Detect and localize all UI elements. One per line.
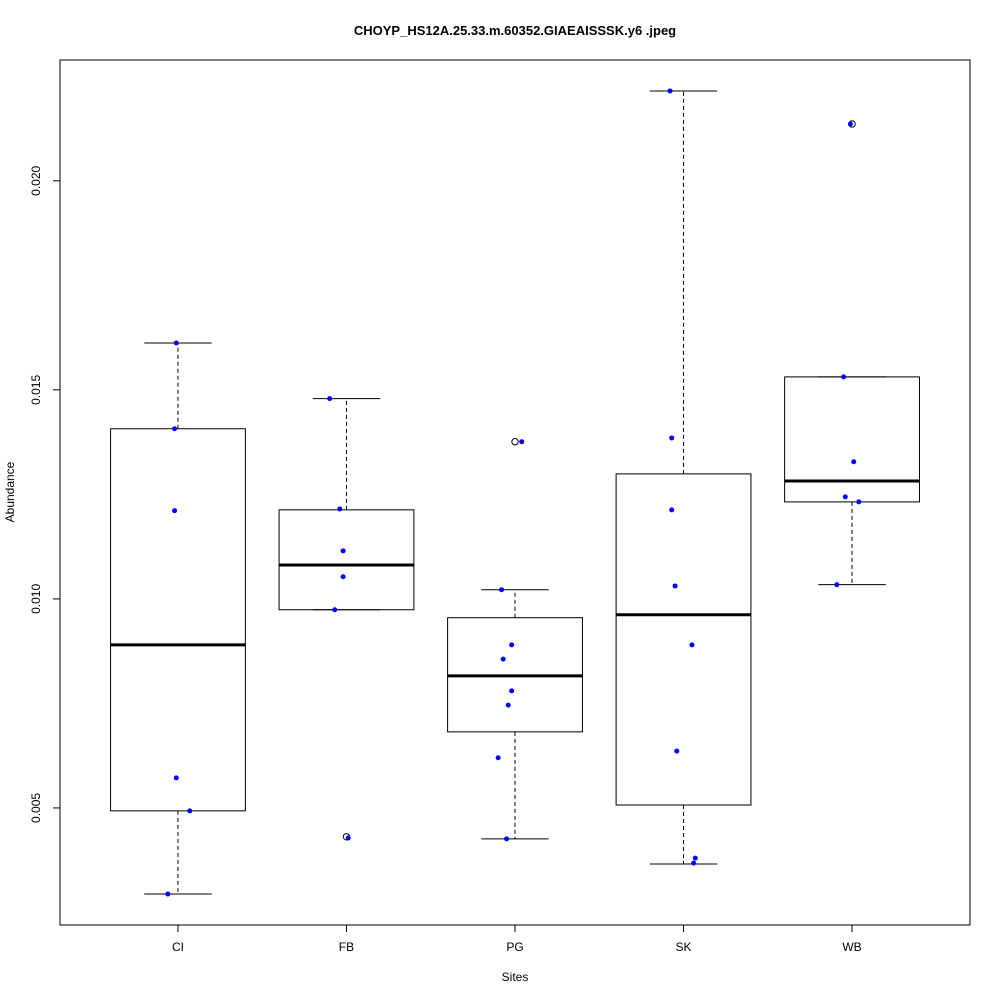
y-tick-label: 0.005 [29, 793, 43, 823]
box-iqr [278, 509, 415, 611]
data-point [674, 748, 680, 754]
y-tick-label: 0.015 [29, 375, 43, 405]
box-iqr [615, 473, 752, 806]
data-point [495, 755, 501, 761]
data-point [692, 855, 698, 861]
box-fb [278, 398, 415, 841]
box-wb [784, 120, 920, 586]
box-ci [110, 342, 246, 895]
data-point [509, 642, 515, 648]
data-point [172, 426, 178, 432]
data-point [834, 582, 840, 588]
data-point [856, 499, 862, 505]
x-tick-label: WB [842, 940, 861, 954]
data-point [841, 374, 847, 380]
data-point [847, 121, 853, 127]
outlier-point [511, 438, 519, 446]
data-point [340, 548, 346, 554]
box-iqr [784, 376, 920, 503]
chart-title: CHOYP_HS12A.25.33.m.60352.GIAEAISSSK.y6 … [354, 23, 676, 38]
data-point [669, 435, 675, 441]
x-tick-label: PG [506, 940, 523, 954]
data-point [173, 340, 179, 346]
x-tick-label: SK [676, 940, 692, 954]
box-iqr [110, 428, 246, 812]
data-point [340, 574, 346, 580]
data-point [187, 808, 193, 814]
data-point [851, 459, 857, 465]
data-point [667, 88, 673, 94]
x-tick-label: FB [339, 940, 354, 954]
data-point [345, 835, 351, 841]
y-tick-label: 0.020 [29, 165, 43, 195]
y-axis-label: Abundance [3, 461, 17, 522]
data-point [172, 508, 178, 514]
data-point [672, 583, 678, 589]
data-point [499, 587, 505, 593]
data-point [500, 656, 506, 662]
data-point [327, 396, 333, 402]
x-axis-label: Sites [502, 970, 529, 984]
data-point [519, 439, 525, 445]
box-pg [447, 438, 583, 840]
data-point [332, 607, 338, 613]
x-tick-label: CI [172, 940, 184, 954]
data-point [842, 494, 848, 500]
data-point [337, 506, 343, 512]
data-point [689, 642, 695, 648]
data-point [173, 775, 179, 781]
data-point [504, 836, 510, 842]
data-point [505, 702, 511, 708]
data-point [509, 688, 515, 694]
y-tick-label: 0.010 [29, 584, 43, 614]
box-sk [615, 90, 752, 865]
data-point [165, 891, 171, 897]
data-point [669, 507, 675, 513]
data-point [691, 860, 697, 866]
